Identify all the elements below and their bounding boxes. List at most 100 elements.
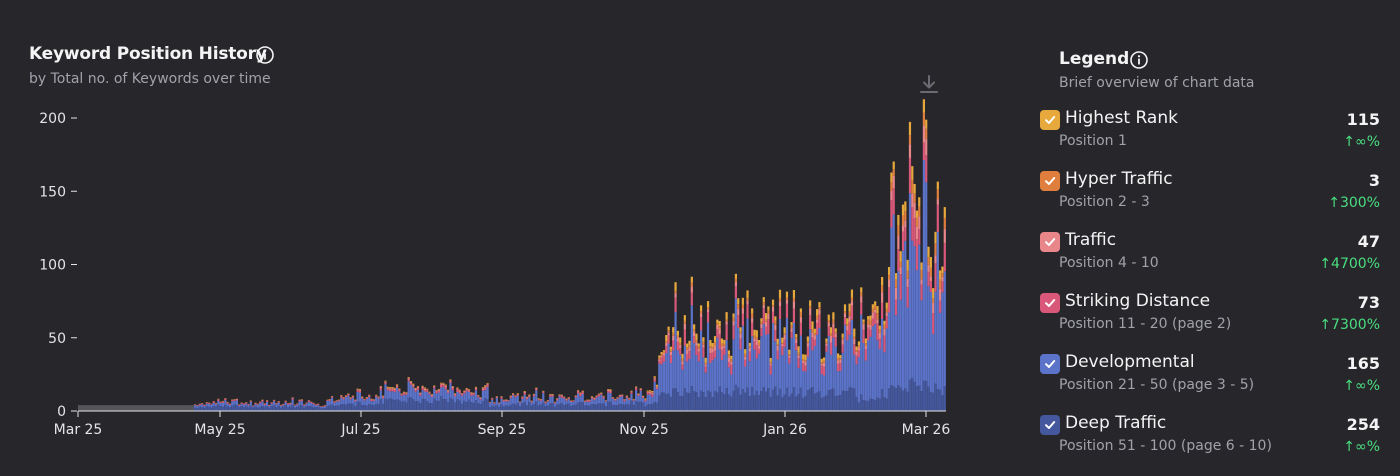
bar-segment-striking-distance[interactable] [228, 404, 232, 406]
bar-segment-striking-distance[interactable] [901, 231, 905, 251]
bar-segment-developmental[interactable] [813, 345, 816, 394]
bar-segment-traffic[interactable] [361, 396, 364, 398]
bar-segment-developmental[interactable] [618, 397, 621, 404]
bar-segment-striking-distance[interactable] [249, 401, 252, 402]
bar-segment-deep-traffic[interactable] [358, 401, 362, 411]
bar-segment-developmental[interactable] [303, 405, 306, 408]
bar-segment-traffic[interactable] [797, 355, 800, 359]
bar-segment-traffic[interactable] [558, 395, 561, 396]
bar-segment-traffic[interactable] [525, 397, 529, 398]
bar-segment-striking-distance[interactable] [300, 400, 304, 402]
bar-segment-hyper-traffic[interactable] [925, 128, 928, 139]
bar-segment-striking-distance[interactable] [305, 403, 308, 404]
bar-segment-striking-distance[interactable] [753, 341, 756, 350]
bar-segment-traffic[interactable] [609, 390, 612, 392]
bar-segment-deep-traffic[interactable] [713, 390, 717, 411]
bar-segment-deep-traffic[interactable] [711, 397, 714, 411]
bar-segment-striking-distance[interactable] [317, 404, 320, 406]
bar-segment-striking-distance[interactable] [201, 403, 204, 405]
bar-segment-traffic[interactable] [767, 313, 770, 320]
bar-segment-highest-rank[interactable] [706, 301, 710, 308]
bar-segment-hyper-traffic[interactable] [741, 304, 744, 309]
bar-segment-deep-traffic[interactable] [440, 396, 443, 411]
bar-segment-striking-distance[interactable] [864, 349, 867, 361]
bar-segment-developmental[interactable] [337, 401, 341, 406]
bar-segment-developmental[interactable] [361, 398, 364, 406]
bar-segment-deep-traffic[interactable] [704, 397, 707, 411]
bar-segment-striking-distance[interactable] [623, 400, 626, 402]
bar-segment-deep-traffic[interactable] [604, 406, 608, 411]
bar-segment-developmental[interactable] [841, 352, 844, 391]
bar-segment-traffic[interactable] [816, 319, 819, 323]
bar-segment-traffic[interactable] [621, 394, 624, 396]
bar-segment-striking-distance[interactable] [539, 399, 543, 401]
bar-segment-deep-traffic[interactable] [275, 407, 278, 411]
bar-segment-deep-traffic[interactable] [925, 381, 928, 411]
bar-segment-striking-distance[interactable] [512, 394, 515, 396]
bar-segment-deep-traffic[interactable] [265, 405, 269, 411]
bar-segment-highest-rank[interactable] [720, 338, 724, 344]
bar-segment-striking-distance[interactable] [881, 302, 884, 320]
bar-segment-developmental[interactable] [609, 393, 612, 402]
bar-segment-striking-distance[interactable] [904, 227, 907, 241]
bar-segment-developmental[interactable] [720, 359, 724, 393]
bar-segment-striking-distance[interactable] [688, 351, 691, 359]
bar-segment-deep-traffic[interactable] [388, 398, 392, 411]
bar-segment-striking-distance[interactable] [349, 398, 352, 400]
bar-segment-hyper-traffic[interactable] [906, 270, 909, 279]
bar-segment-deep-traffic[interactable] [363, 405, 366, 411]
bar-segment-developmental[interactable] [600, 394, 603, 404]
bar-segment-deep-traffic[interactable] [818, 391, 821, 411]
bar-segment-developmental[interactable] [797, 367, 800, 395]
bar-segment-developmental[interactable] [635, 390, 638, 401]
bar-segment-traffic[interactable] [669, 351, 673, 356]
bar-segment-striking-distance[interactable] [618, 396, 621, 398]
bar-segment-deep-traffic[interactable] [291, 404, 294, 411]
bar-segment-deep-traffic[interactable] [795, 396, 798, 411]
legend-item-highest-rank[interactable]: Highest Rank Position 1 115 ↑∞% [1040, 108, 1382, 164]
bar-segment-developmental[interactable] [843, 324, 847, 391]
bar-segment-deep-traffic[interactable] [235, 405, 239, 411]
bar-segment-deep-traffic[interactable] [781, 397, 784, 411]
bar-segment-traffic[interactable] [509, 396, 512, 398]
bar-segment-hyper-traffic[interactable] [748, 346, 751, 348]
bar-segment-traffic[interactable] [662, 352, 666, 356]
bar-segment-traffic[interactable] [600, 393, 603, 395]
bar-segment-hyper-traffic[interactable] [788, 354, 791, 356]
bar-segment-traffic[interactable] [347, 394, 350, 395]
bar-segment-traffic[interactable] [885, 312, 888, 317]
bar-segment-traffic[interactable] [774, 324, 777, 331]
bar-segment-hyper-traffic[interactable] [846, 324, 849, 327]
bar-segment-deep-traffic[interactable] [214, 406, 218, 411]
bar-segment-traffic[interactable] [853, 339, 856, 345]
bar-segment-highest-rank[interactable] [932, 288, 935, 299]
bar-segment-traffic[interactable] [481, 388, 485, 390]
bar-segment-hyper-traffic[interactable] [790, 324, 793, 329]
bar-segment-developmental[interactable] [934, 291, 937, 384]
bar-segment-striking-distance[interactable] [632, 400, 635, 401]
bar-segment-striking-distance[interactable] [379, 388, 382, 391]
bar-segment-striking-distance[interactable] [226, 402, 229, 404]
bar-segment-traffic[interactable] [706, 309, 710, 312]
bar-segment-striking-distance[interactable] [778, 306, 782, 320]
bar-segment-striking-distance[interactable] [702, 347, 705, 358]
bar-segment-highest-rank[interactable] [723, 339, 726, 344]
bar-segment-striking-distance[interactable] [788, 357, 791, 364]
bar-segment-developmental[interactable] [576, 393, 580, 403]
legend-item-deep-traffic[interactable]: Deep Traffic Position 51 - 100 (page 6 - … [1040, 413, 1382, 469]
bar-segment-striking-distance[interactable] [412, 386, 415, 388]
bar-segment-striking-distance[interactable] [929, 281, 932, 293]
bar-segment-deep-traffic[interactable] [590, 404, 594, 411]
bar-segment-deep-traffic[interactable] [676, 392, 679, 411]
bar-segment-highest-rank[interactable] [669, 346, 673, 350]
bar-segment-deep-traffic[interactable] [767, 388, 770, 411]
bar-segment-traffic[interactable] [560, 395, 563, 397]
bar-segment-highest-rank[interactable] [848, 303, 851, 312]
bar-segment-traffic[interactable] [836, 361, 840, 364]
bar-segment-traffic[interactable] [709, 347, 712, 354]
bar-segment-developmental[interactable] [414, 391, 417, 402]
bar-segment-striking-distance[interactable] [495, 397, 498, 399]
bar-segment-deep-traffic[interactable] [233, 404, 236, 411]
bar-segment-deep-traffic[interactable] [228, 407, 232, 411]
bar-segment-developmental[interactable] [641, 397, 645, 403]
